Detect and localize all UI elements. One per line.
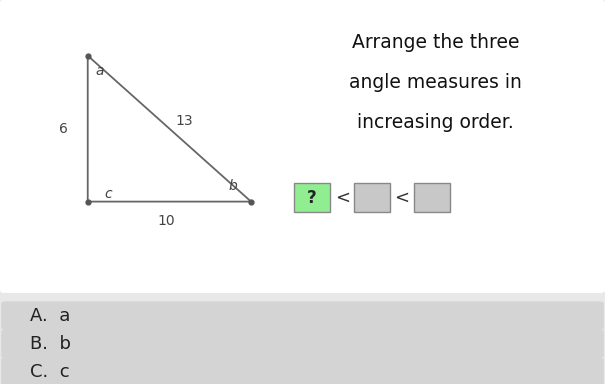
Text: Arrange the three: Arrange the three [352, 33, 519, 51]
FancyBboxPatch shape [294, 183, 330, 212]
Text: a: a [96, 64, 104, 78]
Text: C.  c: C. c [30, 363, 70, 381]
Text: b: b [229, 179, 237, 193]
Text: c: c [104, 187, 111, 201]
FancyBboxPatch shape [1, 301, 604, 330]
FancyBboxPatch shape [0, 0, 605, 293]
Text: <: < [335, 189, 350, 207]
Text: A.  a: A. a [30, 307, 71, 324]
Text: angle measures in: angle measures in [349, 73, 522, 92]
Text: 6: 6 [59, 122, 68, 136]
Text: <: < [394, 189, 410, 207]
Text: 10: 10 [157, 214, 175, 228]
Text: 13: 13 [175, 114, 194, 128]
FancyBboxPatch shape [355, 183, 390, 212]
FancyBboxPatch shape [414, 183, 450, 212]
Text: B.  b: B. b [30, 335, 71, 353]
FancyBboxPatch shape [1, 358, 604, 384]
FancyBboxPatch shape [1, 329, 604, 358]
Text: ?: ? [307, 189, 317, 207]
Text: increasing order.: increasing order. [357, 113, 514, 132]
